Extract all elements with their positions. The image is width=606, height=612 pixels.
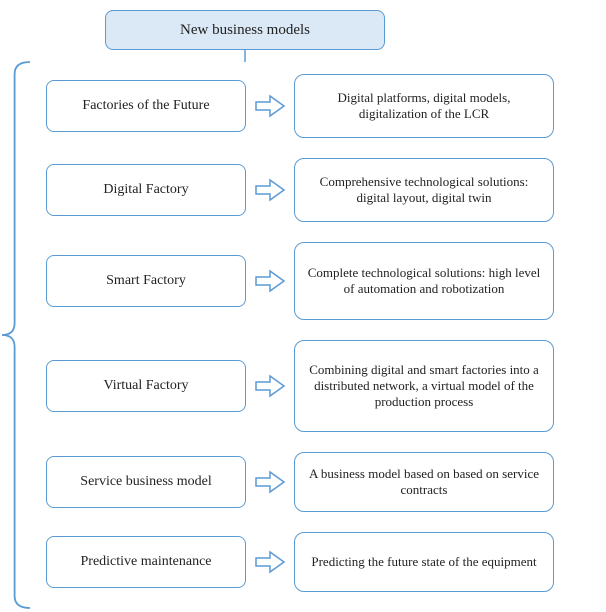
arrow-right-icon (254, 550, 286, 574)
desc-box: A business model based on based on servi… (294, 452, 554, 512)
row-4: Service business model A business model b… (46, 452, 554, 512)
arrow-right-icon (254, 470, 286, 494)
model-box: Service business model (46, 456, 246, 508)
model-label: Digital Factory (103, 182, 188, 198)
desc-box: Complete technological solutions: high l… (294, 242, 554, 320)
desc-box: Digital platforms, digital models, digit… (294, 74, 554, 138)
desc-box: Combining digital and smart factories in… (294, 340, 554, 432)
model-box: Smart Factory (46, 255, 246, 307)
row-5: Predictive maintenance Predicting the fut… (46, 532, 554, 592)
row-3: Virtual Factory Combining digital and sma… (46, 340, 554, 432)
desc-text: Digital platforms, digital models, digit… (305, 90, 543, 122)
row-1: Digital Factory Comprehensive technologic… (46, 158, 554, 222)
model-box: Predictive maintenance (46, 536, 246, 588)
model-label: Virtual Factory (103, 378, 188, 394)
left-brace (0, 0, 34, 612)
desc-text: Complete technological solutions: high l… (305, 265, 543, 297)
model-box: Virtual Factory (46, 360, 246, 412)
model-box: Digital Factory (46, 164, 246, 216)
desc-text: Combining digital and smart factories in… (305, 362, 543, 410)
desc-box: Comprehensive technological solutions: d… (294, 158, 554, 222)
row-0: Factories of the Future Digital platforms… (46, 74, 554, 138)
desc-text: A business model based on based on servi… (305, 466, 543, 498)
header-box: New business models (105, 10, 385, 50)
model-box: Factories of the Future (46, 80, 246, 132)
model-label: Smart Factory (106, 273, 186, 289)
desc-box: Predicting the future state of the equip… (294, 532, 554, 592)
model-label: Predictive maintenance (81, 554, 212, 570)
model-label: Service business model (80, 474, 211, 490)
desc-text: Predicting the future state of the equip… (311, 554, 536, 570)
arrow-right-icon (254, 178, 286, 202)
arrow-right-icon (254, 374, 286, 398)
row-2: Smart Factory Complete technological solu… (46, 242, 554, 320)
arrow-right-icon (254, 269, 286, 293)
desc-text: Comprehensive technological solutions: d… (305, 174, 543, 206)
model-label: Factories of the Future (82, 98, 209, 114)
arrow-right-icon (254, 94, 286, 118)
header-title: New business models (180, 22, 310, 39)
